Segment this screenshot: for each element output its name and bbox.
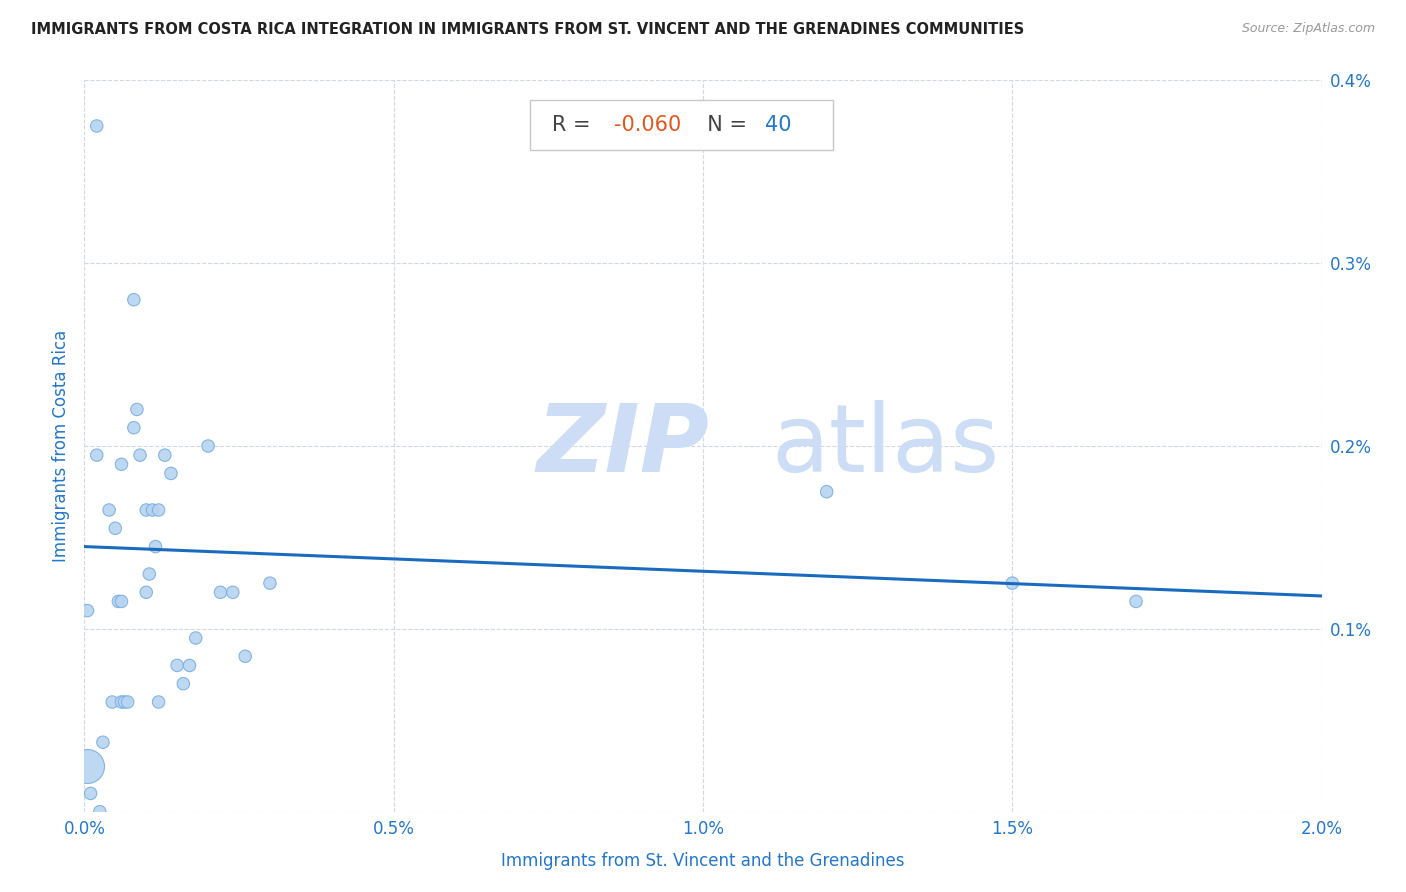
Text: N =: N = <box>695 115 754 135</box>
Point <box>160 467 183 481</box>
Point <box>122 421 145 435</box>
Point <box>145 540 167 554</box>
Point <box>135 585 157 599</box>
Point <box>76 759 98 773</box>
Point <box>114 695 136 709</box>
Point <box>209 585 232 599</box>
Point <box>1125 594 1147 608</box>
Text: Source: ZipAtlas.com: Source: ZipAtlas.com <box>1241 22 1375 36</box>
Point <box>86 448 108 462</box>
Point <box>172 676 194 690</box>
Point <box>98 503 121 517</box>
Point <box>110 594 132 608</box>
Text: IMMIGRANTS FROM COSTA RICA INTEGRATION IN IMMIGRANTS FROM ST. VINCENT AND THE GR: IMMIGRANTS FROM COSTA RICA INTEGRATION I… <box>31 22 1024 37</box>
Point <box>117 695 139 709</box>
Point <box>815 484 838 499</box>
Point <box>76 603 98 617</box>
Point <box>233 649 256 664</box>
Point <box>259 576 281 591</box>
Text: atlas: atlas <box>770 400 1000 492</box>
Point <box>184 631 207 645</box>
Text: R =: R = <box>553 115 598 135</box>
Y-axis label: Immigrants from Costa Rica: Immigrants from Costa Rica <box>52 330 70 562</box>
Point <box>1001 576 1024 591</box>
Text: -0.060: -0.060 <box>614 115 681 135</box>
Point <box>122 293 145 307</box>
FancyBboxPatch shape <box>530 100 832 150</box>
Point <box>101 695 124 709</box>
Point <box>125 402 148 417</box>
Point <box>110 695 132 709</box>
Point <box>135 503 157 517</box>
Point <box>86 119 108 133</box>
Text: ZIP: ZIP <box>536 400 709 492</box>
Point <box>129 448 152 462</box>
Point <box>222 585 245 599</box>
Point <box>107 594 129 608</box>
Point <box>104 521 127 535</box>
Point <box>89 805 111 819</box>
Text: 40: 40 <box>765 115 792 135</box>
Point <box>197 439 219 453</box>
Point <box>110 457 132 471</box>
Point <box>179 658 201 673</box>
Point <box>141 503 163 517</box>
Point <box>153 448 176 462</box>
X-axis label: Immigrants from St. Vincent and the Grenadines: Immigrants from St. Vincent and the Gren… <box>502 852 904 870</box>
Point <box>91 735 114 749</box>
Point <box>79 787 101 801</box>
Point <box>166 658 188 673</box>
Point <box>138 567 160 582</box>
Point <box>148 503 170 517</box>
Point <box>148 695 170 709</box>
